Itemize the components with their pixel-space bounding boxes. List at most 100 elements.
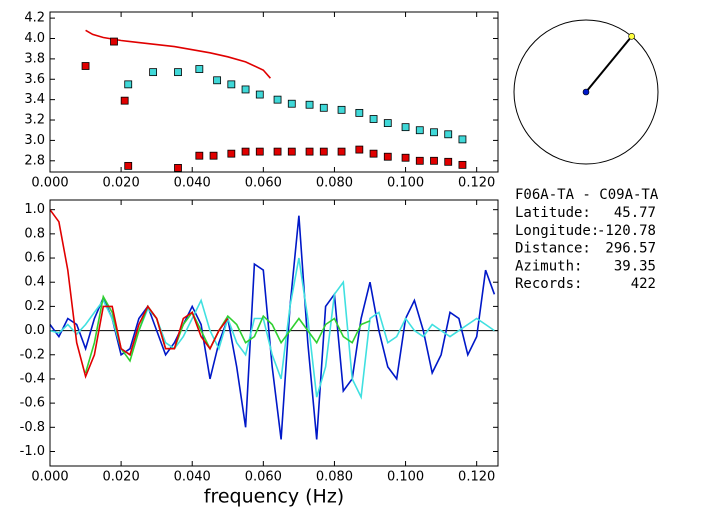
y-tick-label: -0.4: [20, 371, 45, 386]
data-point: [337, 105, 346, 114]
data-point: [213, 76, 222, 85]
data-point: [227, 149, 236, 158]
data-point: [401, 153, 410, 162]
data-point: [319, 147, 328, 156]
data-point: [241, 85, 250, 94]
data-point: [383, 152, 392, 161]
y-tick-label: -0.8: [20, 420, 45, 435]
data-point: [227, 80, 236, 89]
data-point: [401, 123, 410, 132]
y-tick-label: 0.4: [24, 275, 45, 290]
data-point: [195, 151, 204, 160]
x-tick-label: 0.060: [245, 176, 282, 191]
x-axis-label: frequency (Hz): [204, 486, 344, 508]
data-point: [273, 147, 282, 156]
info-label: Records:: [515, 276, 582, 292]
x-tick-label: 0.120: [458, 176, 495, 191]
y-tick-label: 3.8: [24, 51, 45, 66]
data-point: [355, 108, 364, 117]
y-tick-label: 1.0: [24, 202, 45, 217]
data-point: [444, 157, 453, 166]
y-tick-label: 3.4: [24, 92, 45, 107]
plot-frame: [49, 199, 499, 467]
x-tick-label: 0.080: [316, 176, 353, 191]
data-point: [415, 126, 424, 135]
info-label: Latitude:: [515, 205, 591, 221]
info-value: -120.78: [597, 223, 656, 239]
data-point: [305, 100, 314, 109]
data-point: [369, 115, 378, 123]
data-point: [124, 80, 133, 89]
info-value: 45.77: [614, 205, 656, 221]
y-tick-label: -0.6: [20, 396, 45, 411]
azimuth-line: [585, 35, 633, 93]
y-tick-label: 4.2: [24, 11, 45, 26]
x-tick-label: 0.020: [103, 176, 140, 191]
data-point: [195, 65, 204, 73]
info-label: Azimuth:: [515, 258, 582, 274]
station-pair: F06A-TA - C09A-TA: [515, 187, 659, 203]
x-tick-label: 0.100: [387, 470, 424, 485]
x-tick-label: 0.060: [245, 470, 282, 485]
data-point: [383, 119, 392, 127]
x-tick-label: 0.040: [174, 470, 211, 485]
azimuth-circle: [513, 19, 659, 165]
plot-frame: [49, 11, 499, 173]
data-point: [124, 161, 133, 170]
y-tick-label: 4.0: [24, 31, 45, 46]
data-point: [149, 68, 158, 77]
data-point: [458, 135, 467, 144]
y-tick-label: 3.2: [24, 113, 45, 128]
y-tick-label: 0.0: [24, 323, 45, 338]
data-point: [255, 90, 264, 99]
data-point: [355, 145, 364, 154]
x-tick-label: 0.020: [103, 470, 140, 485]
data-line: [85, 29, 272, 79]
y-tick-label: 0.2: [24, 299, 45, 314]
data-point: [287, 99, 296, 108]
data-point: [444, 130, 453, 139]
x-tick-label: 0.040: [174, 176, 211, 191]
data-point: [110, 37, 118, 46]
data-point: [273, 95, 282, 104]
x-tick-label: 0.120: [458, 470, 495, 485]
x-tick-label: 0.080: [316, 470, 353, 485]
data-point: [174, 164, 182, 172]
info-value: 39.35: [614, 258, 656, 274]
data-point: [287, 147, 296, 156]
station-target: [628, 33, 635, 40]
x-tick-label: 0.100: [387, 176, 424, 191]
y-tick-label: 0.8: [24, 226, 45, 241]
info-value: 422: [631, 276, 656, 292]
info-label: Distance:: [515, 241, 591, 257]
data-point: [319, 103, 328, 112]
station-info: F06A-TA - C09A-TA Latitude: 45.77 Longitud…: [515, 187, 659, 292]
info-label: Longitude:: [515, 223, 599, 239]
data-point: [81, 62, 90, 70]
info-value: 296.57: [605, 241, 656, 257]
data-point: [255, 147, 264, 156]
data-point: [415, 156, 424, 165]
data-point: [241, 147, 250, 156]
y-tick-label: -0.2: [20, 347, 45, 362]
y-tick-label: 0.6: [24, 251, 45, 266]
data-point: [209, 151, 218, 160]
y-tick-label: 3.6: [24, 72, 45, 87]
x-tick-label: 0.000: [31, 176, 68, 191]
data-point: [369, 149, 378, 158]
data-line: [49, 209, 229, 380]
x-tick-label: 0.000: [31, 470, 68, 485]
data-point: [458, 160, 467, 169]
station-origin: [582, 88, 590, 96]
data-point: [120, 96, 129, 105]
y-tick-label: 2.8: [24, 153, 45, 168]
data-line: [84, 294, 371, 374]
data-point: [174, 68, 182, 77]
data-point: [430, 128, 438, 137]
data-point: [305, 147, 314, 156]
data-point: [430, 156, 438, 165]
y-tick-label: -1.0: [20, 444, 45, 459]
